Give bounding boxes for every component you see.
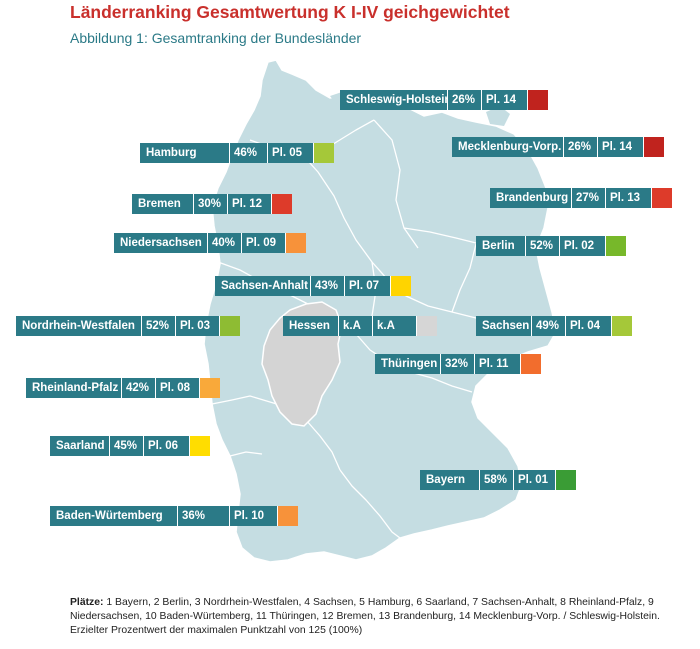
- state-name: Sachsen-Anhalt: [215, 276, 311, 296]
- state-place: Pl. 12: [228, 194, 272, 214]
- state-place: Pl. 09: [242, 233, 286, 253]
- state-percentage: 32%: [441, 354, 475, 374]
- state-percentage: 49%: [532, 316, 566, 336]
- state-place: Pl. 05: [268, 143, 314, 163]
- state-place: Pl. 14: [598, 137, 644, 157]
- state-name: Hessen: [283, 316, 339, 336]
- state-name: Schleswig-Holstein: [340, 90, 448, 110]
- state-percentage: 40%: [208, 233, 242, 253]
- rank-color-swatch: [417, 316, 437, 336]
- state-percentage: k.A: [339, 316, 373, 336]
- rank-color-swatch: [528, 90, 548, 110]
- state-place: Pl. 13: [606, 188, 652, 208]
- label-hessen: Hessen k.A k.A: [283, 316, 437, 336]
- rank-color-swatch: [652, 188, 672, 208]
- state-place: Pl. 11: [475, 354, 521, 374]
- rank-color-swatch: [606, 236, 626, 256]
- state-percentage: 36%: [178, 506, 230, 526]
- map-subtitle: Abbildung 1: Gesamtranking der Bundeslän…: [70, 30, 362, 46]
- state-name: Niedersachsen: [114, 233, 208, 253]
- rank-color-swatch: [286, 233, 306, 253]
- label-brandenburg: Brandenburg 27% Pl. 13: [490, 188, 672, 208]
- label-thueringen: Thüringen 32% Pl. 11: [375, 354, 541, 374]
- rank-color-swatch: [521, 354, 541, 374]
- state-place: Pl. 08: [156, 378, 200, 398]
- map-title: Länderranking Gesamtwertung K I-IV geich…: [70, 2, 510, 22]
- state-percentage: 27%: [572, 188, 606, 208]
- state-percentage: 58%: [480, 470, 514, 490]
- state-place: Pl. 04: [566, 316, 612, 336]
- rank-color-swatch: [190, 436, 210, 456]
- state-place: k.A: [373, 316, 417, 336]
- state-percentage: 52%: [526, 236, 560, 256]
- state-name: Bayern: [420, 470, 480, 490]
- rank-color-swatch: [220, 316, 240, 336]
- footnote-text: 1 Bayern, 2 Berlin, 3 Nordrhein-Westfale…: [70, 597, 660, 636]
- state-percentage: 46%: [230, 143, 268, 163]
- state-name: Bremen: [132, 194, 194, 214]
- state-place: Pl. 06: [144, 436, 190, 456]
- state-name: Brandenburg: [490, 188, 572, 208]
- state-name: Rheinland-Pfalz: [26, 378, 122, 398]
- state-place: Pl. 01: [514, 470, 556, 490]
- state-percentage: 42%: [122, 378, 156, 398]
- state-name: Sachsen: [476, 316, 532, 336]
- state-name: Mecklenburg-Vorp.: [452, 137, 564, 157]
- state-name: Thüringen: [375, 354, 441, 374]
- label-berlin: Berlin 52% Pl. 02: [476, 236, 626, 256]
- label-baden-wuertemberg: Baden-Würtemberg 36% Pl. 10: [50, 506, 298, 526]
- label-bremen: Bremen 30% Pl. 12: [132, 194, 292, 214]
- state-percentage: 26%: [564, 137, 598, 157]
- footnote: Plätze: 1 Bayern, 2 Berlin, 3 Nordrhein-…: [70, 596, 675, 638]
- rank-color-swatch: [644, 137, 664, 157]
- state-place: Pl. 02: [560, 236, 606, 256]
- island-ruegen: [486, 106, 510, 126]
- label-bayern: Bayern 58% Pl. 01: [420, 470, 576, 490]
- state-percentage: 45%: [110, 436, 144, 456]
- state-name: Nordrhein-Westfalen: [16, 316, 142, 336]
- state-place: Pl. 10: [230, 506, 278, 526]
- state-percentage: 30%: [194, 194, 228, 214]
- state-percentage: 52%: [142, 316, 176, 336]
- label-saarland: Saarland 45% Pl. 06: [50, 436, 210, 456]
- footnote-label: Plätze:: [70, 597, 104, 608]
- label-hamburg: Hamburg 46% Pl. 05: [140, 143, 334, 163]
- label-sachsen-anhalt: Sachsen-Anhalt 43% Pl. 07: [215, 276, 411, 296]
- state-place: Pl. 03: [176, 316, 220, 336]
- state-name: Hamburg: [140, 143, 230, 163]
- rank-color-swatch: [200, 378, 220, 398]
- state-place: Pl. 07: [345, 276, 391, 296]
- label-sachsen: Sachsen 49% Pl. 04: [476, 316, 632, 336]
- label-nordrhein-westfalen: Nordrhein-Westfalen 52% Pl. 03: [16, 316, 240, 336]
- rank-color-swatch: [391, 276, 411, 296]
- state-name: Saarland: [50, 436, 110, 456]
- rank-color-swatch: [272, 194, 292, 214]
- rank-color-swatch: [278, 506, 298, 526]
- label-mecklenburg-vorp: Mecklenburg-Vorp. 26% Pl. 14: [452, 137, 664, 157]
- rank-color-swatch: [556, 470, 576, 490]
- label-schleswig-holstein: Schleswig-Holstein 26% Pl. 14: [340, 90, 548, 110]
- state-percentage: 26%: [448, 90, 482, 110]
- state-place: Pl. 14: [482, 90, 528, 110]
- state-name: Berlin: [476, 236, 526, 256]
- rank-color-swatch: [612, 316, 632, 336]
- state-name: Baden-Würtemberg: [50, 506, 178, 526]
- label-rheinland-pfalz: Rheinland-Pfalz 42% Pl. 08: [26, 378, 220, 398]
- rank-color-swatch: [314, 143, 334, 163]
- label-niedersachsen: Niedersachsen 40% Pl. 09: [114, 233, 306, 253]
- state-percentage: 43%: [311, 276, 345, 296]
- germany-outline: [203, 59, 557, 563]
